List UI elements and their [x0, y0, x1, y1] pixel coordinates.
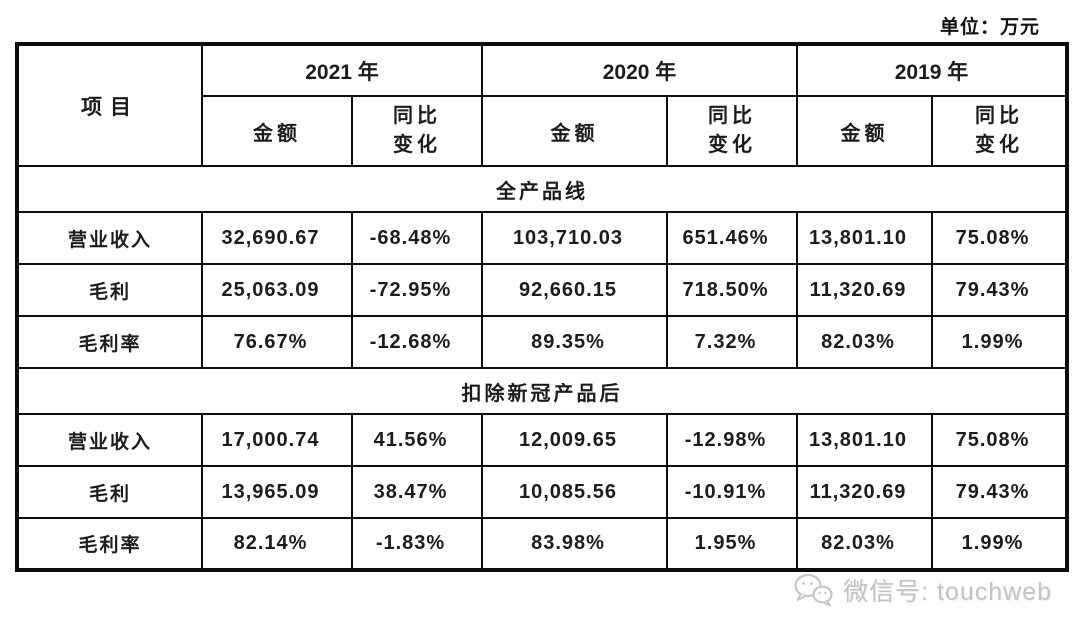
cell-yoy-2019: 79.43% [931, 263, 1068, 317]
cell-amount-2021: 82.14% [201, 517, 353, 571]
yoy-header-2019: 同比 变化 [931, 95, 1068, 167]
table-row: 毛利率 82.14% -1.83% 83.98% 1.95% 82.03% 1.… [16, 517, 1068, 571]
watermark-text: 微信号: touchweb [843, 578, 1052, 606]
cell-yoy-2020: 651.46% [666, 211, 798, 265]
cell-yoy-2021: -68.48% [351, 211, 483, 265]
row-label: 毛利率 [16, 517, 203, 571]
cell-amount-2021: 17,000.74 [201, 413, 353, 467]
cell-yoy-2020: 7.32% [666, 315, 798, 369]
row-label: 营业收入 [16, 413, 203, 467]
cell-amount-2019: 13,801.10 [796, 413, 933, 467]
header-row-sub: 金额 同比 变化 金额 同比 变化 金额 同比 变化 [17, 95, 1068, 167]
year-header-2019: 2019 年 [796, 43, 1068, 97]
cell-yoy-2020: -12.98% [666, 413, 798, 467]
yoy-header-line1: 同比 [393, 105, 441, 127]
cell-yoy-2019: 1.99% [931, 315, 1068, 369]
section-title: 全产品线 [16, 165, 1068, 213]
yoy-header-line2: 变化 [708, 134, 756, 156]
row-label: 毛利率 [16, 315, 203, 369]
cell-amount-2019: 82.03% [796, 315, 933, 369]
cell-yoy-2021: -1.83% [351, 517, 483, 571]
cell-yoy-2021: 41.56% [351, 413, 483, 467]
cell-amount-2021: 13,965.09 [201, 465, 353, 519]
table-row: 营业收入 32,690.67 -68.48% 103,710.03 651.46… [16, 211, 1068, 265]
header-row-years: 项目 2021 年 2020 年 2019 年 [16, 43, 1068, 167]
yoy-header-line1: 同比 [975, 105, 1023, 127]
cell-amount-2020: 12,009.65 [481, 413, 668, 467]
cell-yoy-2019: 75.08% [931, 211, 1068, 265]
cell-amount-2019: 82.03% [796, 517, 933, 571]
table-row: 毛利 13,965.09 38.47% 10,085.56 -10.91% 11… [16, 465, 1068, 519]
cell-amount-2019: 13,801.10 [796, 211, 933, 265]
amount-header-2019: 金额 [796, 95, 933, 167]
cell-yoy-2021: -72.95% [351, 263, 483, 317]
cell-amount-2021: 76.67% [201, 315, 353, 369]
row-label: 营业收入 [16, 211, 203, 265]
yoy-header-2020: 同比 变化 [666, 95, 798, 167]
table-row: 营业收入 17,000.74 41.56% 12,009.65 -12.98% … [16, 413, 1068, 467]
cell-amount-2021: 25,063.09 [201, 263, 353, 317]
section-row-all-products: 全产品线 [16, 165, 1068, 213]
section-title: 扣除新冠产品后 [16, 367, 1068, 415]
financial-table: 项目 2021 年 2020 年 2019 年 金额 同比 变化 金额 同比 变… [15, 42, 1069, 572]
amount-header-2021: 金额 [201, 95, 353, 167]
cell-yoy-2019: 79.43% [931, 465, 1068, 519]
yoy-header-line1: 同比 [708, 105, 756, 127]
wechat-icon [794, 573, 833, 607]
row-label: 毛利 [16, 465, 203, 519]
yoy-header-2021: 同比 变化 [351, 95, 483, 167]
unit-label: 单位：万元 [939, 17, 1040, 38]
table-row: 毛利率 76.67% -12.68% 89.35% 7.32% 82.03% 1… [16, 315, 1068, 369]
row-label: 毛利 [16, 263, 203, 317]
amount-header-2020: 金额 [481, 95, 668, 167]
cell-amount-2019: 11,320.69 [796, 263, 933, 317]
yoy-header-line2: 变化 [393, 134, 441, 156]
cell-amount-2020: 83.98% [481, 517, 668, 571]
cell-yoy-2020: 1.95% [666, 517, 798, 571]
cell-yoy-2021: -12.68% [351, 315, 483, 369]
cell-amount-2021: 32,690.67 [201, 211, 353, 265]
cell-amount-2020: 103,710.03 [481, 211, 668, 265]
table-row: 毛利 25,063.09 -72.95% 92,660.15 718.50% 1… [16, 263, 1068, 317]
cell-yoy-2020: -10.91% [666, 465, 798, 519]
cell-yoy-2019: 1.99% [931, 517, 1068, 571]
watermark: 微信号: touchweb [793, 572, 1052, 608]
cell-amount-2019: 11,320.69 [796, 465, 933, 519]
year-header-2021: 2021 年 [201, 43, 483, 97]
cell-amount-2020: 89.35% [481, 315, 668, 369]
cell-yoy-2021: 38.47% [351, 465, 483, 519]
section-row-excl-covid: 扣除新冠产品后 [16, 367, 1068, 415]
cell-yoy-2020: 718.50% [666, 263, 798, 317]
yoy-header-line2: 变化 [975, 134, 1023, 156]
cell-amount-2020: 10,085.56 [481, 465, 668, 519]
year-header-2020: 2020 年 [481, 43, 798, 97]
item-header: 项目 [16, 43, 203, 167]
cell-yoy-2019: 75.08% [931, 413, 1068, 467]
cell-amount-2020: 92,660.15 [481, 263, 668, 317]
